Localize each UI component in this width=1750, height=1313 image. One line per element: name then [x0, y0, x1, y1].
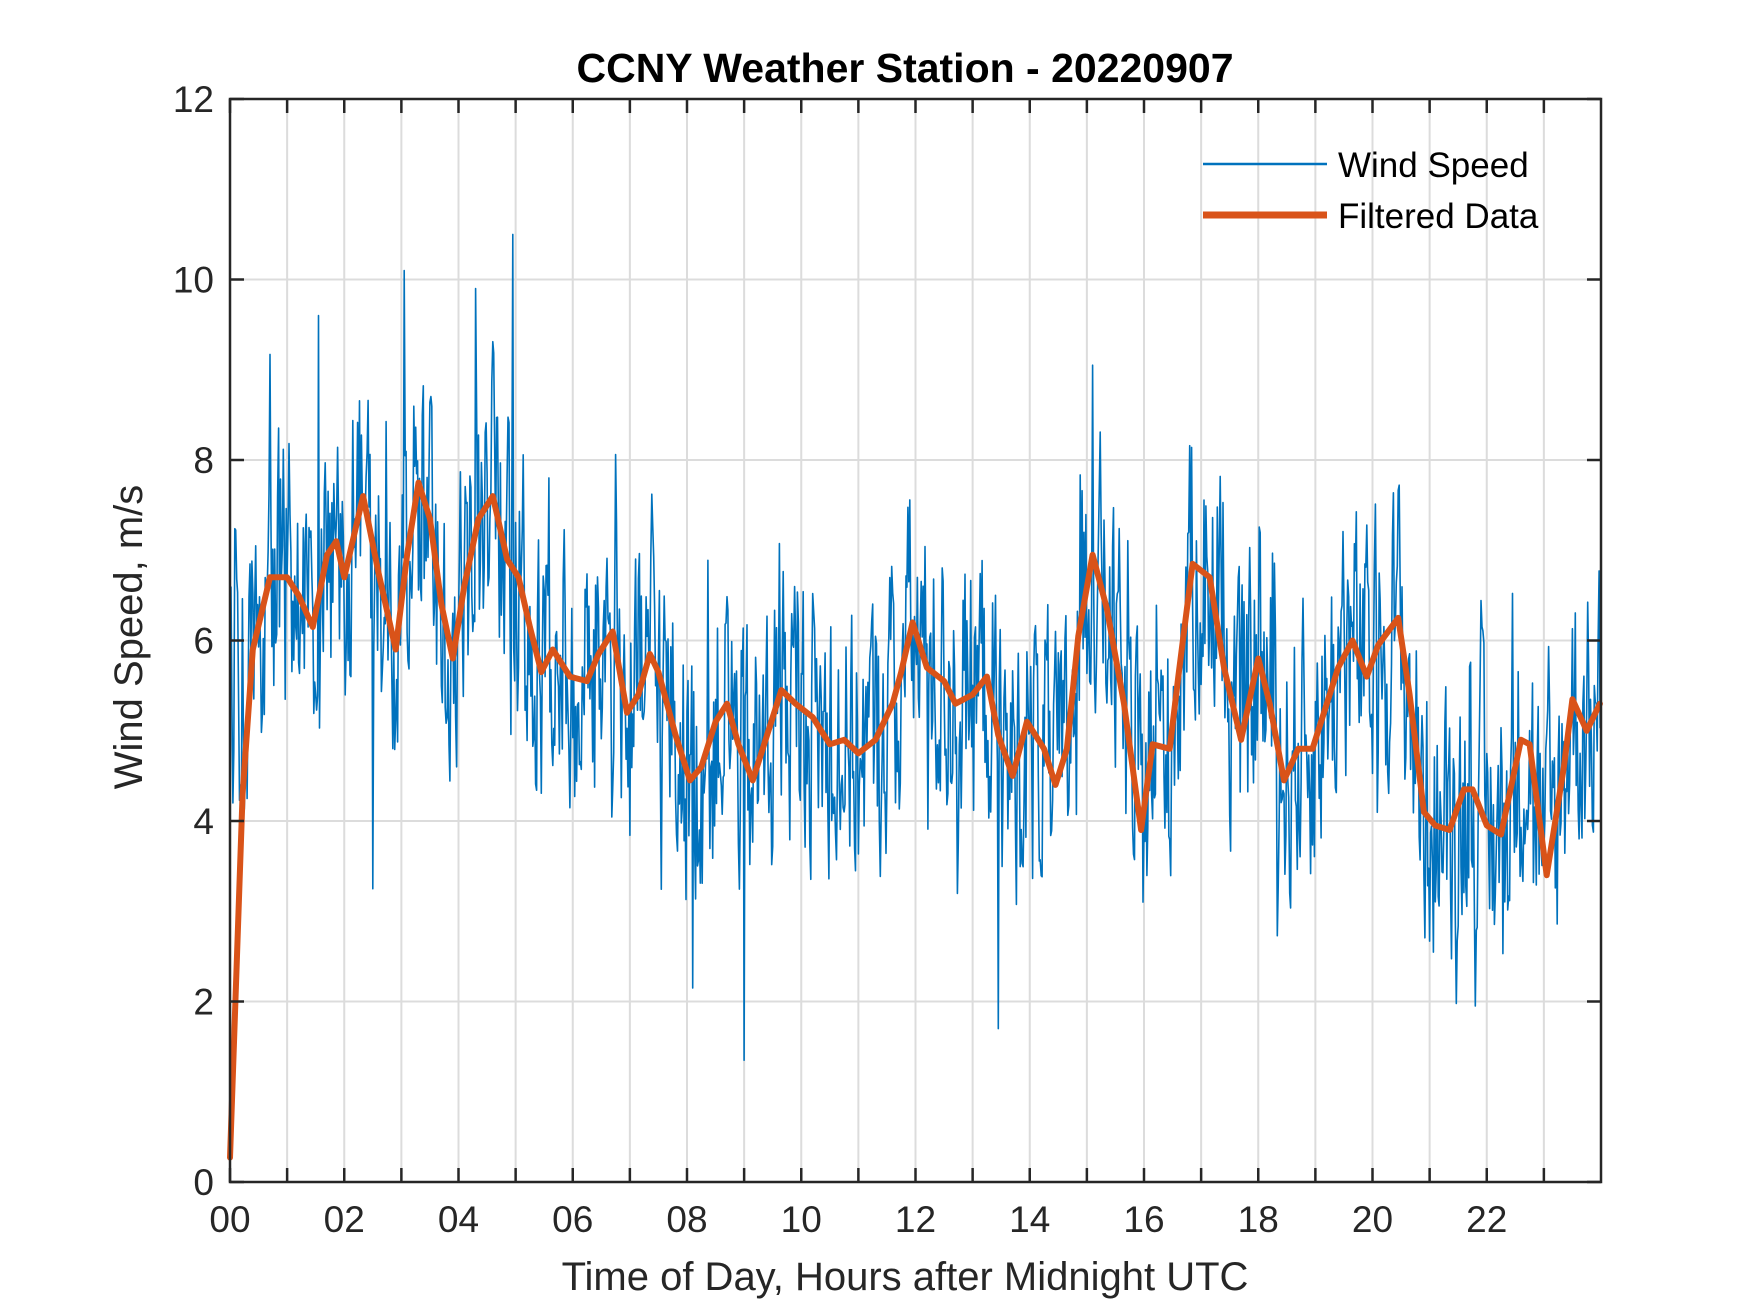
x-tick-labels: 00 02 04 06 08 10 12 14 16 18 20 22 [209, 1199, 1507, 1240]
x-tick-label: 02 [324, 1199, 365, 1240]
x-tick-label: 12 [895, 1199, 936, 1240]
x-tick-label: 18 [1238, 1199, 1279, 1240]
x-tick-label: 04 [438, 1199, 479, 1240]
y-tick-label: 0 [193, 1162, 214, 1203]
x-axis-label: Time of Day, Hours after Midnight UTC [562, 1255, 1249, 1299]
series-filtered-data-line [227, 479, 1603, 1161]
y-tick-label: 6 [193, 621, 214, 662]
x-tick-label: 20 [1352, 1199, 1393, 1240]
y-tick-labels: 0 2 4 6 8 10 12 [173, 79, 214, 1203]
x-tick-label: 00 [209, 1199, 250, 1240]
y-gridlines [230, 278, 1601, 1003]
y-tick-label: 10 [173, 260, 214, 301]
y-tick-label: 8 [193, 440, 214, 481]
legend: Wind Speed Filtered Data [1203, 146, 1539, 236]
series-layer [227, 233, 1603, 1161]
x-tick-label: 14 [1009, 1199, 1050, 1240]
x-tick-label: 06 [552, 1199, 593, 1240]
y-tick-label: 4 [193, 801, 214, 842]
legend-label-filtered-data: Filtered Data [1338, 197, 1539, 236]
axes [228, 97, 1603, 1184]
x-tick-label: 16 [1123, 1199, 1164, 1240]
y-tick-label: 2 [193, 982, 214, 1023]
x-tick-label: 10 [781, 1199, 822, 1240]
y-tick-label: 12 [173, 79, 214, 120]
legend-label-wind-speed: Wind Speed [1338, 146, 1529, 185]
x-tick-label: 08 [666, 1199, 707, 1240]
x-tick-label: 22 [1466, 1199, 1507, 1240]
chart-title: CCNY Weather Station - 20220907 [576, 45, 1233, 91]
y-axis-label: Wind Speed, m/s [107, 485, 151, 790]
